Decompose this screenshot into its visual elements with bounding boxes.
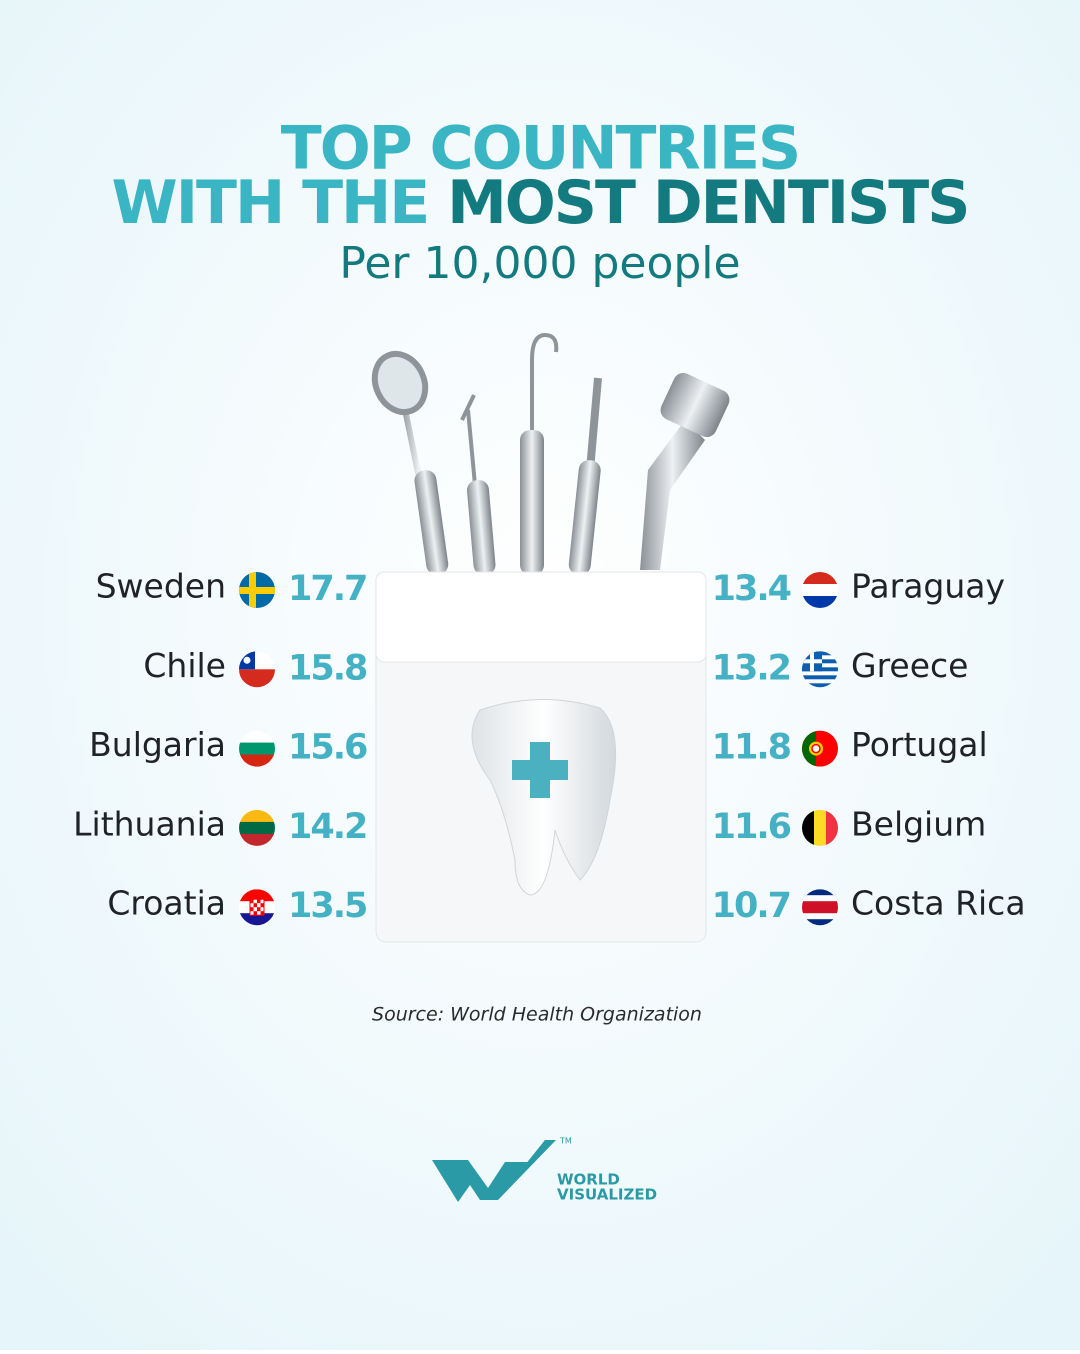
country-name: Greece: [851, 646, 968, 685]
flag-part: [257, 907, 261, 912]
country-name: Lithuania: [73, 804, 226, 843]
title: TOP COUNTRIES: [281, 114, 799, 184]
flag-part: [239, 821, 275, 835]
value: 10.7: [712, 886, 790, 926]
flag: [239, 572, 275, 608]
country-name: Sweden: [96, 567, 226, 606]
country-name: Chile: [143, 646, 226, 685]
flag-part: [814, 809, 827, 846]
country-name: Belgium: [851, 804, 986, 843]
title-part: MOST DENTISTS: [447, 168, 968, 238]
value: 11.6: [712, 807, 791, 847]
flag-part: [249, 572, 256, 608]
flag-part: [802, 919, 838, 926]
value: 17.7: [288, 569, 366, 609]
flag-part: [802, 907, 838, 914]
flag-part: [802, 901, 838, 908]
dental-illustration: [371, 332, 730, 943]
logo: WORLD VISUALIZED TM: [432, 1137, 657, 1204]
flag-part: [802, 683, 838, 688]
logo-text: VISUALIZED: [557, 1186, 657, 1204]
flag-part: [239, 587, 275, 594]
flag-part: [802, 679, 838, 684]
flag-part: [253, 911, 257, 916]
value: 15.8: [288, 648, 367, 688]
subtitle: Per 10,000 people: [339, 238, 740, 289]
flag-part: [811, 743, 821, 754]
logo-text: WORLD: [557, 1171, 620, 1189]
flag-part: [250, 899, 254, 904]
flag-part: [802, 596, 838, 608]
flag: [239, 809, 275, 846]
country-name: Portugal: [851, 725, 988, 764]
flag-part: [243, 656, 251, 664]
flag: [802, 809, 838, 846]
flag: [239, 889, 275, 926]
country-list: Sweden 17.7 Chile 15.8 Bulgaria 15.6 Lithuania…: [73, 567, 1025, 927]
value: 15.6: [288, 728, 367, 768]
country-name: Costa Rica: [851, 884, 1026, 923]
logo-mark: TM: [559, 1137, 572, 1146]
flag-part: [802, 572, 838, 585]
flag: [239, 730, 275, 767]
flag-part: [802, 889, 838, 896]
source: Source: World Health Organization: [372, 1004, 702, 1026]
flag-part: [239, 889, 275, 902]
flag-part: [239, 669, 275, 688]
flag-part: [239, 809, 275, 823]
flag-part: [802, 913, 838, 920]
flag-part: [239, 730, 275, 744]
flag-part: [239, 913, 275, 926]
flag-part: [802, 671, 838, 676]
flag-part: [260, 911, 264, 916]
flag-part: [802, 809, 815, 846]
title: WITH THE MOST DENTISTS: [112, 168, 969, 238]
flag-part: [257, 899, 261, 904]
title-part: WITH THE: [112, 168, 429, 238]
flag-part: [239, 742, 275, 756]
flag: [802, 730, 838, 767]
flag-part: [826, 809, 838, 846]
flag-part: [810, 651, 814, 672]
value: 13.2: [712, 648, 790, 688]
flag-part: [802, 675, 838, 680]
flag-part: [802, 584, 838, 597]
country-name: Paraguay: [851, 567, 1005, 606]
value: 13.5: [288, 886, 366, 926]
flag-part: [239, 754, 275, 767]
value: 14.2: [288, 807, 366, 847]
flag-part: [250, 907, 254, 912]
flag-part: [802, 895, 838, 902]
flag-part: [260, 903, 264, 908]
value: 11.8: [712, 728, 791, 768]
value: 13.4: [712, 569, 791, 609]
country-name: Bulgaria: [89, 725, 226, 764]
flag: [802, 572, 838, 608]
flag: [802, 889, 838, 926]
flag-part: [253, 903, 257, 908]
country-name: Croatia: [107, 884, 226, 923]
flag-part: [239, 833, 275, 846]
